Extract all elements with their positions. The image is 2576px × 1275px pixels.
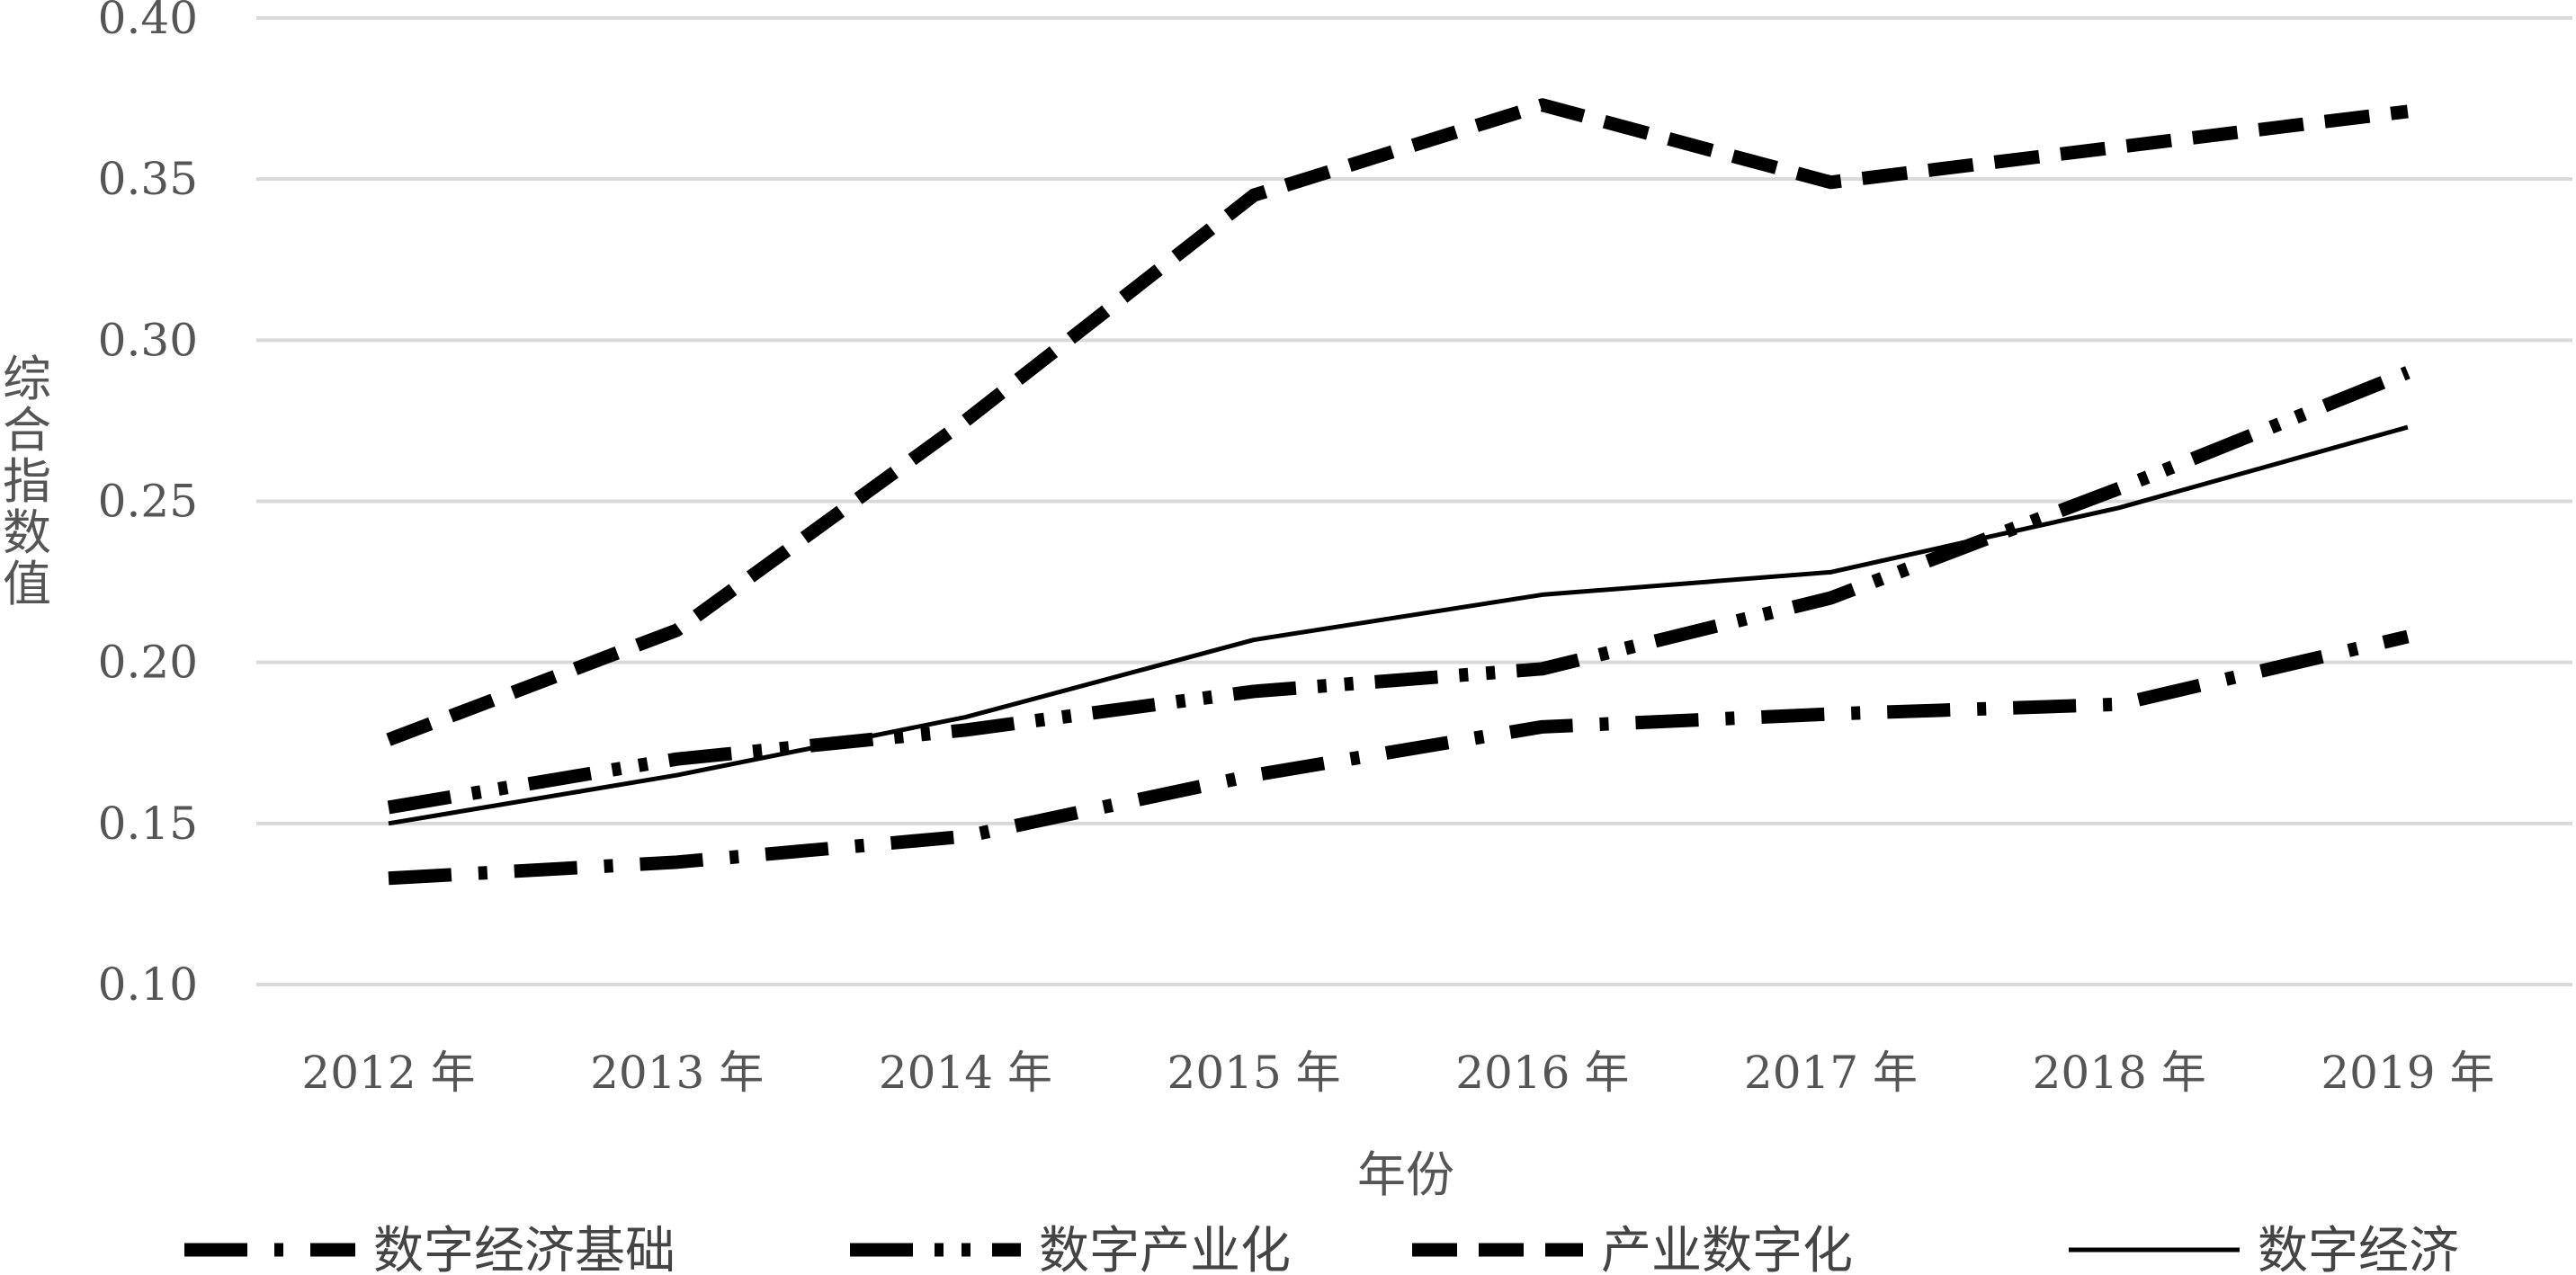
y-tick-label: 0.25 (98, 476, 198, 528)
y-tick-label: 0.30 (98, 314, 198, 366)
legend: 数字经济基础 数字产业化 产业数字化 数字经济 (184, 1222, 2459, 1275)
y-tick-label: 0.15 (98, 798, 198, 850)
series-lines (386, 98, 2411, 886)
y-axis-title-char: 指 (3, 453, 51, 510)
legend-label: 数字经济 (2258, 1222, 2459, 1275)
x-tick-label: 2018 年 (2033, 1047, 2206, 1099)
legend-label: 数字产业化 (1039, 1222, 1291, 1275)
y-axis-title-char: 值 (3, 556, 51, 612)
series-line-1 (388, 629, 2410, 886)
y-axis-title-char: 综 (3, 351, 51, 407)
x-tick-label: 2013 年 (590, 1047, 764, 1099)
y-tick-label: 0.20 (98, 637, 198, 689)
x-tick-label: 2012 年 (301, 1047, 475, 1099)
x-tick-label: 2015 年 (1167, 1047, 1341, 1099)
series-line-3 (386, 98, 2409, 746)
x-axis-title: 年份 (1357, 1146, 1454, 1203)
y-tick-label: 0.35 (98, 153, 198, 205)
legend-label: 数字经济基础 (373, 1222, 675, 1275)
x-tick-label: 2019 年 (2321, 1047, 2494, 1099)
x-tick-label: 2017 年 (1744, 1047, 1918, 1099)
x-tick-label: 2016 年 (1455, 1047, 1629, 1099)
y-axis-title-char: 数 (3, 504, 51, 561)
y-tick-label: 0.40 (98, 0, 198, 44)
y-axis-ticks: 0.10 0.15 0.20 0.25 0.30 0.35 0.40 (98, 0, 198, 1011)
y-tick-label: 0.10 (98, 958, 198, 1011)
y-axis-title-char: 合 (3, 402, 51, 459)
series-line-4 (388, 424, 2409, 826)
gridlines (256, 16, 2572, 986)
x-axis-ticks: 2012 年 2013 年 2014 年 2015 年 2016 年 2017 年 2018… (301, 1047, 2494, 1099)
legend-label: 产业数字化 (1601, 1222, 1853, 1275)
x-tick-label: 2014 年 (879, 1047, 1052, 1099)
series-line-2 (387, 366, 2411, 815)
